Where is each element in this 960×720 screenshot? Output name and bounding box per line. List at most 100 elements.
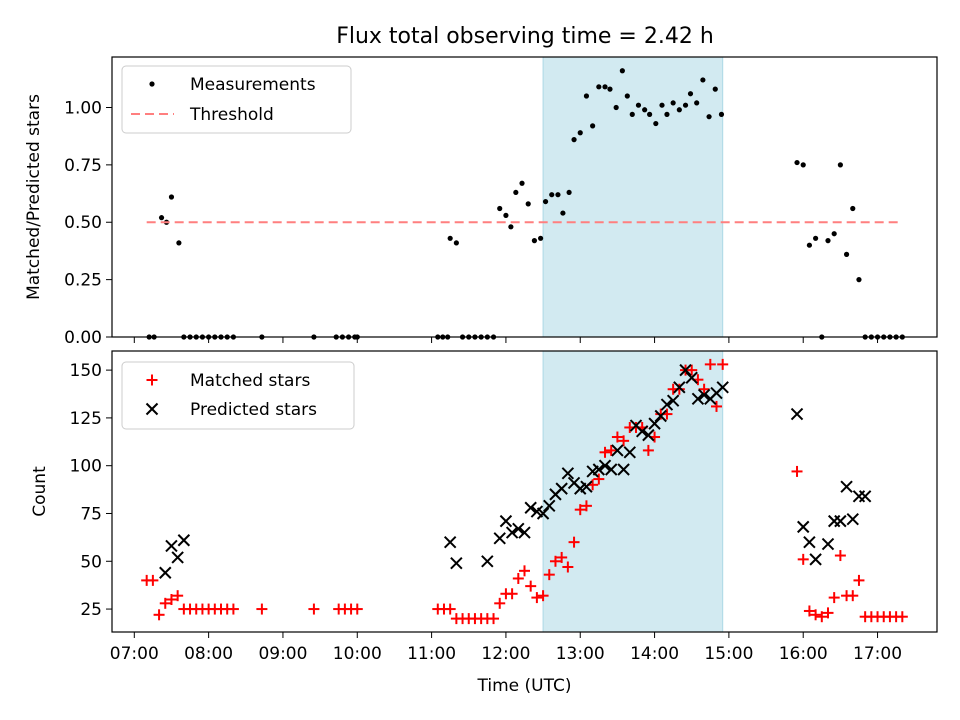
cross-b <box>809 553 822 566</box>
measurement-point <box>531 238 538 244</box>
measurement-point <box>602 84 608 90</box>
y-tick-label: 0.25 <box>64 271 102 291</box>
matched-point <box>308 603 320 615</box>
cross-b <box>530 505 544 518</box>
cross-b <box>840 480 853 493</box>
predicted-point <box>852 490 866 503</box>
matched-point <box>853 574 865 586</box>
matched-point <box>704 358 716 370</box>
cross-b <box>642 428 655 442</box>
legend-plus <box>146 374 158 386</box>
measurement-point <box>619 68 625 74</box>
y-tick-label: 100 <box>70 457 102 477</box>
y-tick-label: 1.00 <box>64 98 102 118</box>
predicted-point <box>598 459 612 472</box>
measurement-point <box>596 84 602 90</box>
legend-label-measurements: Measurements <box>190 75 316 95</box>
cross-b <box>536 507 550 520</box>
measurement-point <box>843 251 850 257</box>
cross-b <box>629 419 643 432</box>
cross-b <box>797 520 810 534</box>
predicted-point <box>858 490 872 503</box>
cross-b <box>679 363 692 377</box>
cross-b <box>697 388 711 402</box>
cross-b <box>481 555 494 568</box>
measurement-point <box>635 102 642 108</box>
x-tick-label: 09:00 <box>258 644 307 664</box>
cross-b <box>691 392 705 405</box>
measurement-point <box>694 100 700 106</box>
chart-title: Flux total observing time = 2.42 h <box>336 24 714 49</box>
cross-b <box>605 463 618 476</box>
cross-b <box>598 459 612 472</box>
measurement-point <box>571 137 577 143</box>
measurement-point <box>676 107 682 113</box>
predicted-point <box>809 553 822 566</box>
bottom-legend: Matched stars Predicted stars <box>121 361 355 430</box>
matched-point <box>556 551 568 563</box>
matched-point <box>165 594 177 606</box>
top-plot-frame <box>111 56 938 338</box>
predicted-point <box>679 363 692 377</box>
cross-b <box>858 490 872 503</box>
matched-point <box>531 592 543 604</box>
predicted-point <box>493 532 506 545</box>
legend-cross <box>145 402 159 416</box>
matched-point <box>580 500 592 512</box>
predicted-point <box>512 522 525 535</box>
predicted-point <box>666 394 680 407</box>
measurement-point <box>503 212 509 218</box>
bottom-y-ticks: 25 50 75 100 125 150 <box>70 361 112 620</box>
matched-point <box>444 603 456 615</box>
predicted-point <box>543 499 556 513</box>
cross-b <box>505 526 519 539</box>
measurement-point <box>590 123 596 129</box>
cross-b <box>716 381 729 394</box>
legend-label-predicted: Predicted stars <box>190 400 317 420</box>
legend-marker-matched <box>146 374 158 386</box>
legend-label-threshold: Threshold <box>189 105 274 125</box>
x-tick-label: 13:00 <box>556 644 605 664</box>
x-tick-label: 17:00 <box>853 644 902 664</box>
predicted-point <box>790 407 804 421</box>
predicted-point <box>450 556 463 570</box>
cross-b <box>803 535 816 549</box>
cross-b <box>512 522 525 535</box>
measurement-point <box>718 111 725 117</box>
matched-point <box>549 555 561 567</box>
bottom-plot-frame <box>111 350 938 633</box>
measurement-point <box>794 159 800 166</box>
matched-point <box>816 611 828 623</box>
y-tick-label: 50 <box>80 552 102 572</box>
measurement-point <box>555 192 561 198</box>
matched-point <box>488 613 500 625</box>
cross-b <box>673 381 686 394</box>
cross-b <box>443 535 457 549</box>
legend-marker-predicted <box>145 402 159 416</box>
x-ticks: 07:00 08:00 09:00 10:00 11:00 12:00 13:00 14:00… <box>110 632 902 664</box>
predicted-point <box>555 482 568 495</box>
measurement-point <box>806 242 813 248</box>
predicted-point <box>499 514 513 528</box>
cross-b <box>623 446 636 459</box>
measurement-point <box>800 162 806 168</box>
predicted-point <box>536 507 550 520</box>
matched-point <box>642 444 654 456</box>
matched-point <box>686 364 698 376</box>
measurement-point <box>682 102 689 108</box>
cross-b <box>580 480 593 493</box>
measurement-point <box>542 198 549 205</box>
x-tick-label: 11:00 <box>407 644 456 664</box>
cross-b <box>177 534 191 547</box>
top-legend-box <box>121 65 352 134</box>
measurement-point <box>176 240 182 246</box>
predicted-point <box>691 392 705 405</box>
x-tick-label: 07:00 <box>110 644 159 664</box>
predicted-point <box>846 513 859 526</box>
predicted-point <box>592 463 606 476</box>
measurement-point <box>647 111 653 117</box>
predicted-point <box>623 446 636 459</box>
measurement-point <box>700 77 706 83</box>
predicted-point <box>642 428 655 442</box>
